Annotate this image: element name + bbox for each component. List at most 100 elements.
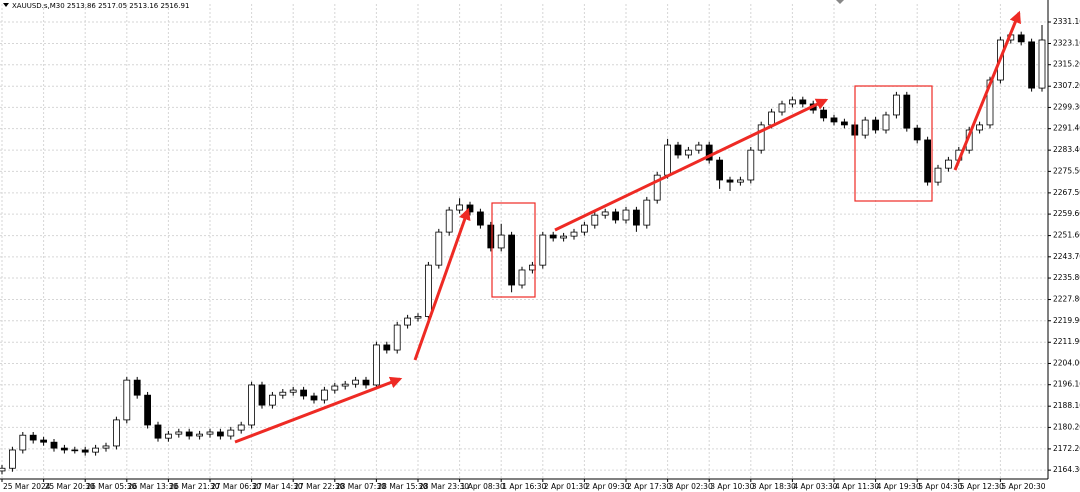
candle-body — [508, 234, 516, 286]
plot-area — [0, 0, 1048, 479]
x-tick-label: 3 Apr 10:30 — [710, 482, 754, 491]
candle-body — [539, 234, 547, 266]
candle-body — [61, 447, 68, 451]
annotations — [234, 10, 1021, 444]
candle-body — [81, 449, 89, 453]
candle-body — [601, 211, 609, 216]
candle-body — [757, 124, 765, 151]
candle-body — [737, 179, 744, 183]
x-tick-label: 2 Apr 01:30 — [544, 482, 588, 491]
x-tick-label: 5 Apr 20:30 — [1001, 482, 1045, 491]
candle-body — [903, 94, 911, 129]
candle-body — [476, 211, 484, 226]
candle-body — [310, 395, 318, 401]
candle-body — [113, 419, 120, 447]
y-tick-label: 2211.90 — [1053, 337, 1080, 346]
y-tick-label: 2180.20 — [1053, 422, 1080, 431]
candle-body — [976, 124, 983, 131]
x-tick-label: 4 Apr 19:30 — [877, 482, 921, 491]
candle-body — [372, 344, 380, 386]
candle-body — [404, 317, 412, 326]
y-tick-label: 2291.40 — [1053, 124, 1080, 133]
candle-body — [882, 114, 890, 131]
candle-body — [383, 344, 391, 351]
candle-body — [768, 111, 775, 126]
x-tick-label: 28 Mar 15:30 — [377, 482, 427, 491]
candle-body — [0, 467, 6, 472]
candle-body — [341, 383, 349, 387]
candle-body — [185, 431, 193, 437]
candle-body — [924, 139, 931, 183]
candle-body — [196, 433, 204, 437]
x-tick-label: 2 Apr 17:30 — [627, 482, 671, 491]
x-tick-label: 27 Mar 06:30 — [211, 482, 261, 491]
y-tick-label: 2275.50 — [1053, 166, 1080, 175]
candle-body — [1028, 41, 1035, 89]
candle-body — [456, 204, 464, 211]
candle-body — [549, 234, 557, 239]
candle-body — [705, 144, 713, 161]
y-tick-label: 2267.50 — [1053, 188, 1080, 197]
candle-body — [40, 439, 47, 443]
candle-body — [92, 447, 99, 453]
x-tick-label: 3 Apr 18:30 — [752, 482, 796, 491]
candle-body — [799, 99, 807, 105]
candle-body — [560, 235, 567, 239]
candle-body — [71, 449, 79, 452]
candle-body — [986, 79, 994, 126]
candle-body — [591, 214, 599, 226]
x-tick-label: 28 Mar 23:30 — [419, 482, 469, 491]
highlight-box — [854, 85, 933, 202]
symbol-menu-icon[interactable] — [3, 3, 9, 7]
candle-body — [19, 434, 27, 451]
x-tick-label: 4 Apr 03:30 — [793, 482, 837, 491]
candle-body — [913, 127, 921, 141]
candle-body — [175, 431, 183, 435]
y-tick-label: 2323.10 — [1053, 38, 1080, 47]
y-tick-label: 2307.20 — [1053, 81, 1080, 90]
candle-body — [778, 103, 786, 113]
x-tick-label: 28 Mar 07:30 — [336, 482, 386, 491]
x-tick-label: 25 Mar 20:30 — [45, 482, 95, 491]
candle-body — [237, 424, 245, 431]
arrow — [413, 207, 471, 361]
candle-body — [362, 379, 370, 386]
candle-body — [133, 379, 141, 396]
candle-body — [248, 384, 256, 426]
x-tick-label: 5 Apr 04:30 — [918, 482, 962, 491]
candle-body — [279, 391, 287, 396]
x-tick-label: 26 Mar 21:30 — [169, 482, 219, 491]
arrow — [234, 376, 403, 444]
candle-body — [487, 224, 495, 249]
candle-body — [227, 429, 235, 437]
candle-body — [893, 94, 900, 116]
x-tick-label: 3 Apr 02:30 — [669, 482, 713, 491]
x-tick-label: 26 Mar 05:30 — [86, 482, 136, 491]
candle-body — [164, 433, 172, 439]
highlight-box — [491, 202, 536, 298]
candle-body — [320, 389, 328, 401]
x-tick-label: 27 Mar 14:30 — [253, 482, 303, 491]
y-tick-label: 2315.20 — [1053, 60, 1080, 69]
candle-body — [685, 149, 692, 156]
candle-body — [830, 117, 838, 123]
candle-body — [747, 149, 755, 181]
y-tick-label: 2164.30 — [1053, 465, 1080, 474]
candle-body — [258, 384, 266, 406]
candle-body — [841, 121, 848, 126]
candle-body — [789, 99, 796, 105]
candle-body — [612, 211, 619, 221]
candle-body — [8, 449, 16, 469]
y-tick-label: 2251.60 — [1053, 231, 1080, 240]
candle-body — [643, 199, 651, 226]
candle-body — [1017, 34, 1025, 43]
candle-body — [570, 231, 578, 237]
candle-body — [50, 441, 58, 449]
candle-body — [300, 389, 308, 397]
candle-body — [289, 389, 297, 393]
y-tick-label: 2196.10 — [1053, 380, 1080, 389]
x-tick-label: 26 Mar 13:30 — [128, 482, 178, 491]
x-tick-label: 27 Mar 22:30 — [294, 482, 344, 491]
candle-body — [497, 234, 505, 249]
